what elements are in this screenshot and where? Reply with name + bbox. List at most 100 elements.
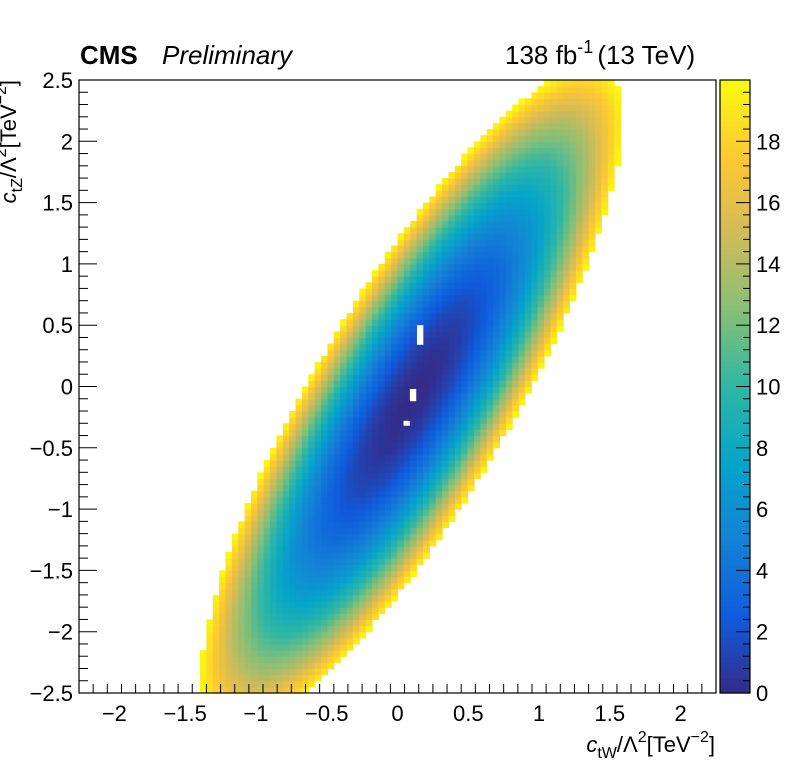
heatmap-cell [429,319,437,326]
heatmap-cell [422,214,430,222]
heatmap-cell [531,361,539,369]
heatmap-cell [372,539,379,547]
heatmap-cell [238,637,246,645]
heatmap-cell [359,509,367,516]
heatmap-cell [282,650,290,657]
heatmap-cell [473,319,481,326]
heatmap-cell [556,214,564,222]
heatmap-cell [231,650,239,657]
heatmap-cell [397,233,405,240]
heatmap-cell [454,429,462,437]
colorbar-segment [720,223,750,229]
heatmap-cell [289,521,297,529]
colorbar-segment [720,616,750,623]
heatmap-cell [372,270,379,277]
heatmap-cell [238,650,246,657]
heatmap-cell [206,637,214,645]
heatmap-cell [276,545,284,553]
heatmap-cell [461,171,469,179]
heatmap-cell [397,306,405,314]
heatmap-cell [480,294,488,302]
heatmap-cell [391,294,399,302]
heatmap-cell [397,533,405,541]
heatmap-cell [486,380,494,388]
heatmap-cell [480,288,488,296]
heatmap-cell [219,594,227,602]
heatmap-cell [384,502,392,510]
heatmap-cell [467,392,475,400]
heatmap-cell [282,607,290,614]
colorbar-segment [720,590,750,597]
heatmap-cell [372,404,379,412]
heatmap-cell [556,288,564,296]
heatmap-cell [582,251,590,259]
heatmap-cell [467,239,475,247]
colorbar-segment [720,325,750,331]
heatmap-cell [384,257,392,265]
heatmap-cell [250,576,258,584]
heatmap-cell [537,245,545,253]
heatmap-cell [442,404,450,412]
heatmap-cell [422,239,430,247]
heatmap-cell [493,122,501,130]
heatmap-cell [327,631,335,639]
heatmap-cell [314,631,322,639]
heatmap-cell [352,417,360,424]
heatmap-cell [206,668,214,676]
heatmap-cell [340,460,348,467]
heatmap-cell [518,153,526,161]
heatmap-cell [397,527,405,535]
heatmap-cell [384,282,392,290]
heatmap-cell [544,153,551,161]
heatmap-cell [614,141,622,149]
heatmap-cell [486,233,494,240]
heatmap-cell [244,668,252,676]
heatmap-cell [607,147,615,155]
heatmap-cell [582,190,590,198]
heatmap-cell [416,447,424,455]
heatmap-cell [473,171,481,179]
heatmap-cell [244,601,252,608]
heatmap-cell [607,184,615,191]
heatmap-cell [531,208,539,216]
heatmap-cell [422,331,430,339]
heatmap-cell [397,392,405,400]
heatmap-cell [505,374,513,381]
heatmap-cell [289,447,297,455]
heatmap-cell [537,147,545,155]
heatmap-cell [416,270,424,277]
heatmap-cell [524,178,532,185]
heatmap-cell [524,288,532,296]
heatmap-cell [295,564,303,571]
heatmap-cell [365,545,373,553]
heatmap-cell [486,337,494,345]
heatmap-cell [282,490,290,498]
heatmap-cell [359,484,367,492]
heatmap-cell [225,631,233,639]
heatmap-cell [365,411,373,418]
heatmap-cell [499,276,507,283]
heatmap-cell [352,337,360,345]
heatmap-cell [582,147,590,155]
heatmap-cell [410,484,418,492]
heatmap-cell [384,374,392,381]
heatmap-cell [403,417,411,424]
heatmap-cell [467,343,475,351]
heatmap-cell [301,601,309,608]
heatmap-cell [442,496,450,504]
colorbar-segment [720,422,750,428]
heatmap-cell [384,270,392,277]
heatmap-cell [365,502,373,510]
heatmap-cell [454,190,462,198]
heatmap-cell [333,527,341,535]
heatmap-cell [200,668,207,676]
heatmap-cell [282,613,290,621]
heatmap-cell [219,576,227,584]
heatmap-cell [301,588,309,596]
heatmap-cell [544,257,551,265]
heatmap-cell [582,263,590,271]
heatmap-cell [473,227,481,234]
heatmap-cell [403,509,411,516]
heatmap-cell [301,582,309,590]
heatmap-cell [429,466,437,473]
